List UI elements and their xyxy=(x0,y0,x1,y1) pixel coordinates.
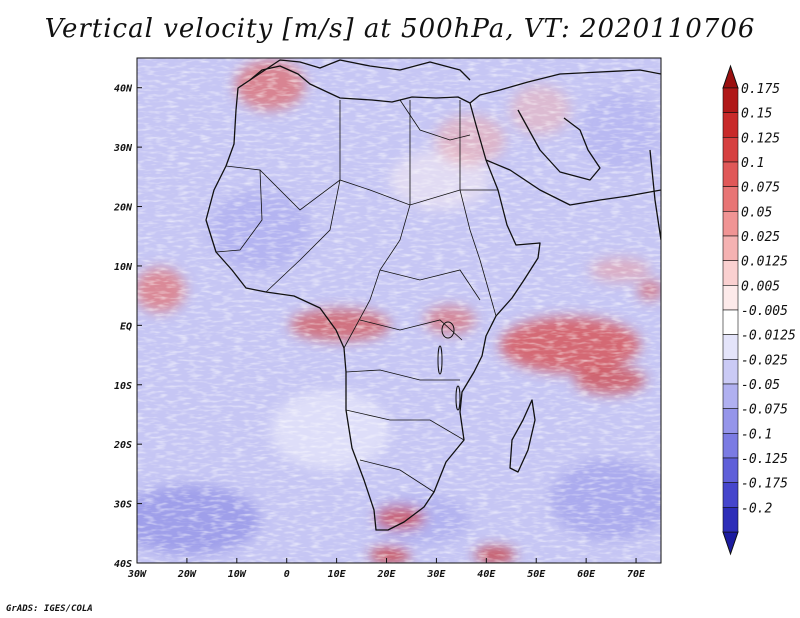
lat-tick-label: 40N xyxy=(114,84,133,95)
lat-tick-label: 20S xyxy=(113,440,132,451)
colorbar-swatch xyxy=(722,309,739,335)
colorbar-label: -0.1 xyxy=(741,427,772,442)
colorbar-label: -0.05 xyxy=(741,378,780,393)
map-plot-area xyxy=(137,58,661,563)
colorbar-swatch xyxy=(722,507,739,533)
colorbar-label: 0.0125 xyxy=(741,255,788,270)
colorbar-swatch xyxy=(722,112,739,138)
lon-tick-label: 60E xyxy=(577,569,596,580)
colorbar-label: -0.2 xyxy=(741,501,772,516)
lon-tick-label: 30E xyxy=(426,569,446,580)
colorbar-label: -0.175 xyxy=(741,477,788,492)
map-title: Vertical velocity [m/s] at 500hPa, VT: 2… xyxy=(44,14,756,44)
lakes xyxy=(437,321,461,411)
colorbar-bottom-arrow xyxy=(722,531,739,556)
lon-tick-label: 10W xyxy=(228,569,247,580)
colorbar-swatch xyxy=(722,482,739,508)
colorbar-swatch xyxy=(722,211,739,237)
lat-tick-label: 20N xyxy=(113,203,133,214)
colorbar-label: -0.005 xyxy=(741,304,788,319)
colorbar-label: -0.125 xyxy=(741,452,788,467)
colorbar-label: 0.15 xyxy=(741,107,772,122)
lon-tick-label: 0 xyxy=(284,569,290,580)
lon-tick-label: 20W xyxy=(177,569,197,580)
colorbar-label: 0.005 xyxy=(741,279,780,294)
colorbar-label: 0.05 xyxy=(741,205,772,220)
colorbar-label: 0.1 xyxy=(741,156,764,171)
lon-tick-label: 10E xyxy=(328,569,347,580)
lon-tick-label: 30W xyxy=(127,569,147,580)
colorbar-swatch xyxy=(722,359,739,385)
field-noise-texture xyxy=(137,58,661,563)
colorbar-label: 0.025 xyxy=(741,230,780,245)
lat-tick-label: 30N xyxy=(113,143,133,154)
lat-tick-label: 10S xyxy=(114,381,132,392)
longitude-axis: 30W 20W 10W 0 10E 20E 30E 40E 50E 60E 70E xyxy=(127,558,646,580)
colorbar-swatch xyxy=(722,137,739,163)
colorbar-label: -0.0125 xyxy=(741,329,796,344)
lon-tick-label: 40E xyxy=(477,569,496,580)
lon-tick-label: 50E xyxy=(527,569,546,580)
colorbar-label: 0.075 xyxy=(741,181,780,196)
latitude-axis: 40N 30N 20N 10N EQ 10S 20S 30S 40S xyxy=(113,84,142,570)
lat-tick-label: 10N xyxy=(114,262,133,273)
colorbar-swatch xyxy=(722,285,739,311)
lat-tick-label: 30S xyxy=(113,500,132,511)
colorbar-swatch xyxy=(722,383,739,409)
colorbar-label: 0.125 xyxy=(741,131,780,146)
colorbar-swatch xyxy=(722,260,739,286)
colorbar-label: -0.075 xyxy=(741,403,788,418)
colorbar-swatch xyxy=(722,87,739,113)
lon-tick-label: 20E xyxy=(376,569,396,580)
colorbar: 0.175 0.15 0.125 0.1 0.075 0.05 0.025 0.0125 0.0… xyxy=(722,64,796,556)
colorbar-swatch xyxy=(722,433,739,459)
colorbar-label: 0.175 xyxy=(741,82,780,97)
country-borders xyxy=(215,99,498,493)
colorbar-swatch xyxy=(722,161,739,187)
colorbar-top-arrow xyxy=(722,64,739,89)
colorbar-swatch xyxy=(722,186,739,212)
colorbar-swatch xyxy=(722,334,739,360)
footer-credit: GrADS: IGES/COLA xyxy=(6,604,93,614)
lon-tick-label: 70E xyxy=(627,569,646,580)
colorbar-swatch xyxy=(722,235,739,261)
colorbar-swatch xyxy=(722,408,739,434)
colorbar-label: -0.025 xyxy=(741,353,788,368)
colorbar-swatch xyxy=(722,457,739,483)
lat-tick-label: EQ xyxy=(120,321,132,332)
coastlines xyxy=(205,59,661,531)
lat-tick-label: 40S xyxy=(114,559,132,570)
plot-frame xyxy=(136,57,662,564)
